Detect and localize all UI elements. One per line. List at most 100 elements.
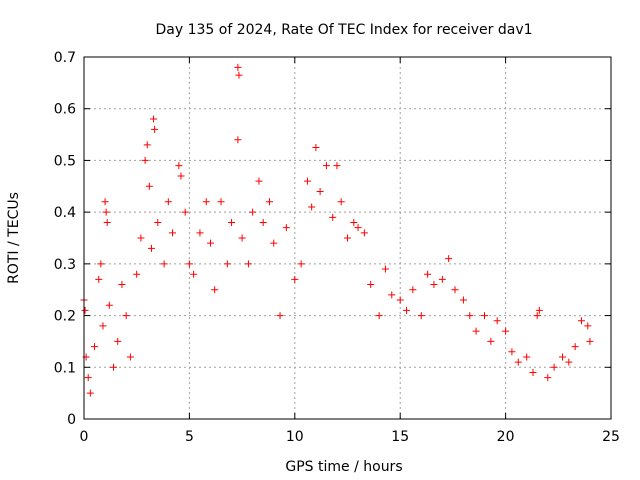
- data-point: [151, 125, 159, 133]
- data-point: [160, 260, 168, 268]
- data-point: [118, 281, 126, 289]
- data-point: [276, 312, 284, 320]
- y-tick-label: 0.5: [54, 153, 76, 169]
- grid-lines: [84, 57, 611, 419]
- data-point: [417, 312, 425, 320]
- y-axis-label: ROTI / TECUs: [6, 192, 22, 284]
- data-point: [110, 363, 118, 371]
- data-point: [235, 71, 243, 79]
- data-point: [354, 224, 362, 232]
- data-point: [291, 275, 299, 283]
- data-point: [105, 301, 113, 309]
- data-point: [312, 144, 320, 151]
- x-tick-label: 25: [602, 429, 620, 445]
- y-tick-label: 0: [67, 412, 76, 428]
- chart-title: Day 135 of 2024, Rate Of TEC Index for r…: [155, 22, 532, 38]
- data-point: [143, 141, 151, 149]
- data-point: [381, 265, 389, 273]
- y-tick-label: 0.6: [54, 102, 76, 118]
- data-point: [164, 198, 172, 206]
- data-point: [137, 234, 145, 242]
- data-point: [584, 322, 592, 330]
- data-point: [481, 312, 489, 320]
- data-point: [565, 358, 573, 366]
- data-point: [114, 337, 122, 345]
- data-point: [270, 239, 278, 247]
- data-point: [329, 213, 337, 221]
- data-point: [360, 229, 368, 237]
- axis-ticks: [83, 56, 612, 420]
- data-point: [514, 358, 522, 366]
- data-point: [150, 115, 158, 123]
- x-tick-labels: 0 5 10 15 20 25: [80, 429, 620, 445]
- data-point: [493, 317, 501, 325]
- data-point: [544, 374, 552, 382]
- y-tick-label: 0.4: [54, 205, 76, 221]
- data-point: [84, 374, 92, 382]
- data-point: [297, 260, 305, 268]
- x-tick-label: 20: [497, 429, 515, 445]
- y-tick-label: 0.3: [54, 257, 76, 273]
- data-point: [177, 172, 185, 180]
- data-point: [430, 281, 438, 289]
- data-point: [502, 327, 510, 335]
- y-tick-label: 0.1: [54, 360, 76, 376]
- data-point: [169, 229, 177, 237]
- data-point: [451, 286, 459, 294]
- data-point: [535, 306, 543, 314]
- data-point: [282, 224, 290, 232]
- data-point: [196, 229, 204, 237]
- y-tick-labels: 0 0.1 0.2 0.3 0.4 0.5 0.6 0.7: [54, 50, 76, 428]
- data-point: [424, 270, 432, 278]
- data-point: [259, 218, 267, 226]
- data-point: [322, 162, 330, 170]
- data-point: [337, 198, 345, 206]
- data-point: [375, 312, 383, 320]
- data-point: [141, 156, 149, 164]
- data-point: [350, 218, 358, 226]
- data-point: [185, 260, 193, 268]
- x-tick-label: 10: [286, 429, 304, 445]
- y-tick-label: 0.7: [54, 50, 76, 66]
- data-point: [103, 218, 111, 226]
- x-tick-label: 0: [80, 429, 89, 445]
- data-point: [523, 353, 531, 361]
- data-point: [101, 198, 109, 206]
- data-point: [586, 337, 594, 345]
- data-point: [126, 353, 134, 361]
- data-point: [175, 162, 183, 170]
- data-point: [145, 182, 153, 190]
- data-point: [122, 312, 130, 320]
- data-point: [181, 208, 189, 216]
- data-point: [459, 296, 467, 304]
- data-point: [344, 234, 351, 242]
- plot-frame: [83, 56, 612, 420]
- data-point: [147, 244, 155, 252]
- data-point: [266, 198, 274, 206]
- data-point: [190, 270, 198, 278]
- data-point: [234, 136, 242, 144]
- data-point: [86, 389, 94, 397]
- data-point: [533, 312, 541, 320]
- data-point: [81, 306, 89, 314]
- data-point: [466, 312, 474, 320]
- data-point: [91, 343, 99, 351]
- data-point: [99, 322, 107, 330]
- data-point: [217, 198, 225, 206]
- data-point: [97, 260, 105, 268]
- data-point: [255, 177, 263, 185]
- data-point: [133, 270, 141, 278]
- data-point: [438, 275, 446, 283]
- data-point: [95, 275, 103, 283]
- data-point: [206, 239, 214, 247]
- data-point: [577, 317, 585, 325]
- data-point: [529, 368, 537, 376]
- data-point: [367, 281, 375, 289]
- x-tick-label: 15: [391, 429, 409, 445]
- x-axis-label: GPS time / hours: [285, 459, 402, 475]
- data-point: [550, 363, 558, 371]
- data-point: [396, 296, 404, 304]
- data-point: [234, 63, 242, 71]
- data-point: [211, 286, 219, 294]
- data-point: [228, 218, 236, 226]
